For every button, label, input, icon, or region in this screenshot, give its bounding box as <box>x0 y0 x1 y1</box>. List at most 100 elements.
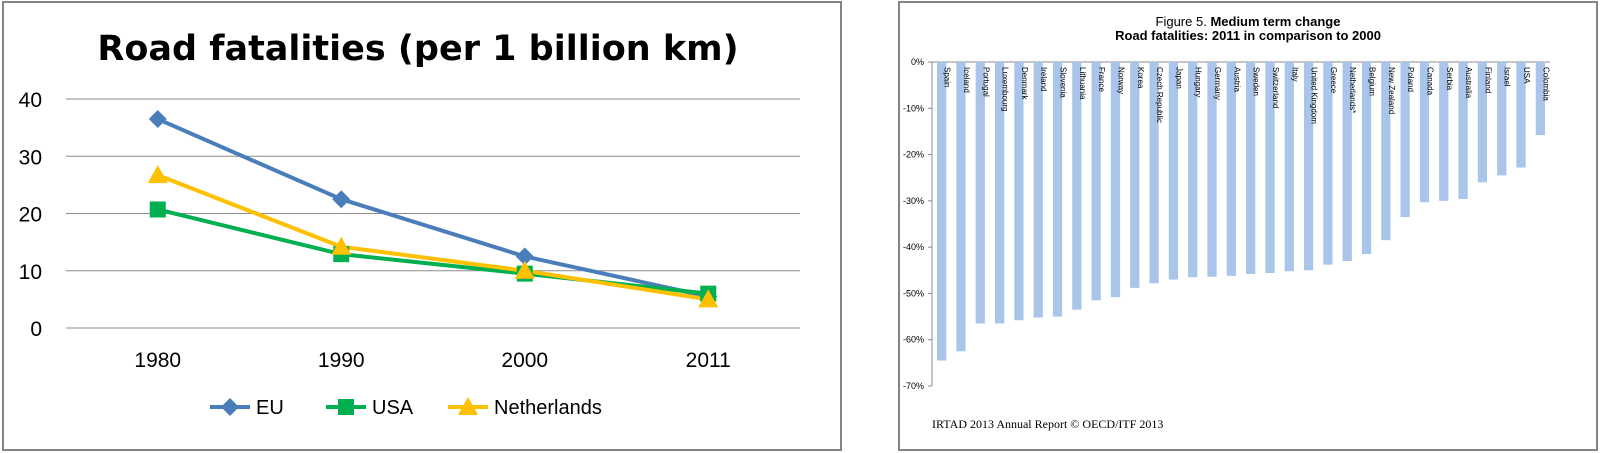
line-chart-svg: Road fatalities (per 1 billion km) 0 10 20… <box>19 29 800 419</box>
bar-slovenia <box>1052 62 1063 317</box>
bar-australia <box>1458 62 1468 200</box>
bar-portugal <box>975 62 985 324</box>
x-tick-label-2000: 2000 <box>501 349 548 372</box>
bar-label-australia: Australia <box>1464 67 1473 99</box>
bar-france <box>1091 62 1101 301</box>
y-tick-label-0: 0% <box>911 57 924 67</box>
y-tick-label-20: -20% <box>903 150 924 160</box>
figure-footer: IRTAD 2013 Annual Report © OECD/ITF 2013 <box>932 417 1163 431</box>
bar-canada <box>1419 62 1430 203</box>
y-tick-label-40: 40 <box>19 89 42 112</box>
bar-usa <box>1516 62 1526 168</box>
y-tick-label-60: -60% <box>903 335 924 345</box>
data-point-netherlands-2011 <box>698 289 719 308</box>
data-point-netherlands-1990 <box>331 236 352 255</box>
bar-denmark <box>1014 62 1024 321</box>
figure-title-bold: Medium term change <box>1210 14 1340 29</box>
road-fatalities-line-chart-panel: Road fatalities (per 1 billion km) 0 10 20… <box>2 1 842 451</box>
bar-label-japan: Japan <box>1174 67 1183 89</box>
series-line-eu <box>156 117 709 299</box>
bar-label-austria: Austria <box>1232 67 1241 92</box>
bar-label-usa: USA <box>1522 67 1531 84</box>
bar-label-ireland: Ireland <box>1039 67 1048 91</box>
bar-norway <box>1110 62 1121 298</box>
series-line-netherlands <box>157 173 709 302</box>
bar-luxembourg <box>994 62 1005 324</box>
x-tick-label-1990: 1990 <box>318 349 365 372</box>
bar-sweden <box>1246 62 1256 274</box>
y-tick-label-50: -50% <box>903 288 924 298</box>
bar-finland <box>1477 62 1488 183</box>
bar-chart-svg: Figure 5. Medium term change Road fatali… <box>903 14 1550 431</box>
bar-label-iceland: Iceland <box>962 67 971 93</box>
figure-title: Figure 5. Medium term change <box>1156 14 1341 29</box>
legend-marker-netherlands <box>458 397 478 415</box>
legend-label-usa: USA <box>372 397 414 419</box>
bar-united-kingdom <box>1303 62 1314 271</box>
bar-label-spain: Spain <box>943 67 952 87</box>
data-point-usa-1980 <box>149 201 166 218</box>
bar-new-zealand <box>1381 62 1391 241</box>
data-point-netherlands-1980 <box>147 165 168 184</box>
bar-label-switzerland: Switzerland <box>1271 67 1280 108</box>
bar-israel <box>1497 62 1507 176</box>
bar-germany <box>1207 62 1217 277</box>
bar-label-luxembourg: Luxembourg <box>1001 67 1010 111</box>
bar-label-united-kingdom: United Kingdom <box>1310 67 1319 124</box>
bar-label-poland: Poland <box>1406 67 1415 92</box>
bar-lithuania <box>1072 62 1082 310</box>
bar-italy <box>1284 62 1294 272</box>
bar-iceland <box>956 62 966 352</box>
bar-label-belgium: Belgium <box>1368 67 1377 96</box>
bar-japan <box>1168 62 1179 280</box>
legend-label-netherlands: Netherlands <box>494 397 602 419</box>
bar-label-netherlands: Netherlands* <box>1348 67 1357 113</box>
data-point-eu-2000 <box>515 247 534 266</box>
bar-label-italy: Italy <box>1290 67 1299 82</box>
bar-label-hungary: Hungary <box>1194 67 1203 97</box>
figure-subtitle: Road fatalities: 2011 in comparison to 2… <box>1115 28 1381 43</box>
y-tick-label-30: -30% <box>903 196 924 206</box>
figure-prefix: Figure 5. <box>1156 14 1211 29</box>
bar-label-sweden: Sweden <box>1252 67 1261 96</box>
bar-austria <box>1226 62 1236 276</box>
bar-label-colombia: Colombia <box>1541 67 1550 101</box>
bar-label-slovenia: Slovenia <box>1059 67 1068 98</box>
x-tick-label-1980: 1980 <box>134 349 181 372</box>
bar-label-serbia: Serbia <box>1445 67 1454 91</box>
bar-label-lithuania: Lithuania <box>1078 67 1087 100</box>
y-tick-label-0: 0 <box>30 318 42 341</box>
bar-label-finland: Finland <box>1483 67 1492 93</box>
data-point-netherlands-2000 <box>514 260 535 279</box>
bar-label-france: France <box>1097 67 1106 92</box>
bar-hungary <box>1188 62 1198 278</box>
legend-label-eu: EU <box>256 397 284 419</box>
y-tick-label-30: 30 <box>19 146 42 169</box>
bar-belgium <box>1361 62 1372 255</box>
data-point-eu-1980 <box>148 110 167 129</box>
legend-marker-eu <box>221 398 239 416</box>
bar-label-new-zealand: New Zealand <box>1387 67 1396 114</box>
bar-serbia <box>1439 62 1449 201</box>
bar-label-korea: Korea <box>1136 67 1145 89</box>
bar-colombia <box>1535 62 1545 136</box>
bar-poland <box>1400 62 1410 218</box>
bar-label-norway: Norway <box>1116 67 1125 94</box>
y-tick-label-20: 20 <box>19 204 42 227</box>
bar-label-portugal: Portugal <box>981 67 990 97</box>
y-tick-label-70: -70% <box>903 381 924 391</box>
series-line-usa <box>157 207 709 296</box>
bar-ireland <box>1033 62 1043 318</box>
y-tick-label-40: -40% <box>903 242 924 252</box>
bar-switzerland <box>1265 62 1275 274</box>
bar-spain <box>937 62 947 361</box>
medium-term-change-bar-chart-panel: Figure 5. Medium term change Road fatali… <box>898 1 1598 451</box>
x-tick-label-2011: 2011 <box>686 349 731 372</box>
bar-netherlands <box>1342 62 1352 262</box>
bar-greece <box>1323 62 1333 265</box>
bar-korea <box>1130 62 1140 288</box>
bar-label-czech-republic: Czech Republic <box>1155 67 1164 123</box>
bar-label-israel: Israel <box>1503 67 1512 87</box>
y-tick-label-10: 10 <box>19 261 42 284</box>
y-tick-label-10: -10% <box>903 103 924 113</box>
